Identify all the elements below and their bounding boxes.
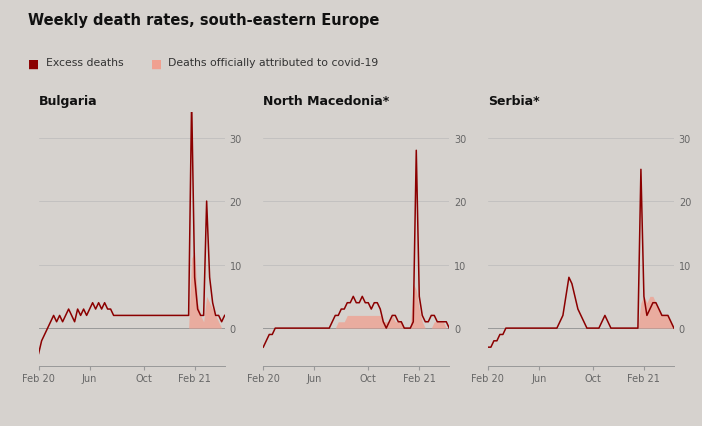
Text: Excess deaths: Excess deaths (46, 58, 124, 67)
Text: Bulgaria: Bulgaria (39, 95, 98, 108)
Text: ■: ■ (151, 58, 162, 70)
Text: Serbia*: Serbia* (488, 95, 540, 108)
Text: ■: ■ (28, 58, 39, 70)
Text: Weekly death rates, south-eastern Europe: Weekly death rates, south-eastern Europe (28, 13, 380, 28)
Text: Deaths officially attributed to covid-19: Deaths officially attributed to covid-19 (168, 58, 379, 67)
Text: North Macedonia*: North Macedonia* (263, 95, 390, 108)
